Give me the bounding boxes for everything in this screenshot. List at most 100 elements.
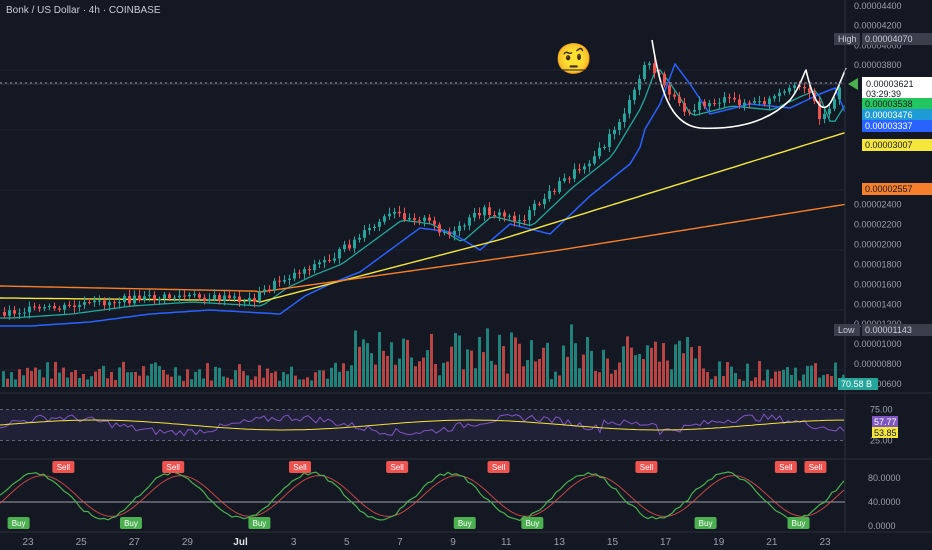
- candle-body: [773, 96, 776, 99]
- candle-body: [608, 134, 611, 148]
- candle-body: [763, 101, 766, 105]
- volume-bar: [170, 376, 173, 387]
- low-price-tag: [862, 324, 932, 336]
- volume-bar: [578, 368, 581, 387]
- volume-bar: [454, 332, 457, 387]
- volume-bar: [666, 360, 669, 387]
- candle-body: [833, 99, 836, 109]
- volume-bar: [390, 342, 393, 387]
- volume-bar: [682, 353, 685, 387]
- volume-bar: [34, 367, 37, 387]
- volume-value: 70.58 B: [841, 379, 872, 389]
- candle-body: [568, 178, 571, 180]
- volume-bar: [62, 367, 65, 387]
- volume-bar: [182, 380, 185, 387]
- candle-body: [808, 88, 811, 93]
- candle-body: [513, 215, 516, 222]
- volume-bar: [526, 360, 529, 387]
- sell-signal-tag: [386, 461, 409, 473]
- rsi-value-tag: [872, 416, 898, 427]
- volume-bar: [342, 363, 345, 387]
- volume-bar: [750, 380, 753, 387]
- volume-bar: [746, 363, 749, 387]
- candle-body: [98, 300, 101, 302]
- volume-bar: [290, 366, 293, 387]
- candle-body: [628, 100, 631, 114]
- volume-bar: [346, 371, 349, 387]
- price-tick-label: 0.00004400: [854, 1, 902, 11]
- volume-bar: [474, 368, 477, 387]
- candle-body: [633, 89, 636, 101]
- volume-bar: [114, 380, 117, 387]
- candle-body: [148, 295, 151, 297]
- volume-bar: [574, 343, 577, 387]
- volume-bar: [602, 349, 605, 387]
- candle-body: [18, 313, 21, 315]
- panes: [0, 0, 932, 533]
- volume-bar: [646, 345, 649, 387]
- volume-bar: [246, 375, 249, 387]
- candle-body: [358, 237, 361, 240]
- volume-bar: [410, 357, 413, 387]
- volume-bar: [322, 370, 325, 387]
- sell-signal-tag: [487, 461, 510, 473]
- volume-bar: [242, 371, 245, 387]
- volume-bar: [82, 373, 85, 387]
- candle-body: [648, 63, 651, 66]
- sell-signal-label: Sell: [167, 463, 181, 472]
- candle-body: [543, 198, 546, 205]
- sell-signal-tag: [162, 461, 185, 473]
- candle-body: [518, 220, 521, 222]
- ema-fast-line: [0, 69, 846, 319]
- candle-body: [393, 211, 396, 214]
- ema-slow-value: 0.00003337: [865, 121, 913, 131]
- candle-body: [153, 295, 156, 301]
- volume-bar: [218, 367, 221, 387]
- candle-body: [43, 307, 46, 309]
- time-axis[interactable]: 23 25 27 29 Jul 3 5 7 9 11 13 15 17 19 21 23: [22, 537, 831, 548]
- candle-body: [423, 217, 426, 222]
- rsi-pane: [0, 409, 845, 441]
- volume-bar: [394, 364, 397, 387]
- price-tick-label: 0.00001600: [854, 279, 902, 289]
- volume-bar: [134, 371, 137, 387]
- candle-body: [723, 97, 726, 103]
- volume-bar: [566, 356, 569, 387]
- volume-bar: [594, 370, 597, 387]
- volume-bar: [762, 380, 765, 387]
- buy-signal-label: Buy: [458, 519, 472, 528]
- candle-body: [413, 218, 416, 221]
- volume-bar: [462, 369, 465, 387]
- volume-bar: [286, 374, 289, 387]
- volume-bar: [806, 365, 809, 387]
- candle-body: [768, 98, 771, 105]
- volume-bar: [766, 369, 769, 387]
- candle-body: [383, 216, 386, 222]
- candle-body: [83, 302, 86, 305]
- candle-body: [478, 212, 481, 216]
- volume-bar: [126, 372, 129, 387]
- volume-bar: [270, 372, 273, 387]
- volume-bar: [586, 337, 589, 387]
- candle-body: [38, 306, 41, 309]
- candle-body: [113, 302, 116, 304]
- volume-bar: [2, 371, 5, 387]
- low-badge-label: Low: [838, 325, 855, 335]
- grid: [0, 69, 845, 371]
- candle-body: [553, 190, 556, 192]
- volume-bar: [406, 339, 409, 387]
- candle-body: [598, 147, 601, 157]
- volume-bar: [522, 366, 525, 387]
- volume-bar: [254, 376, 257, 387]
- volume-bar: [798, 380, 801, 387]
- candle-body: [713, 103, 716, 105]
- volume-bar: [706, 372, 709, 387]
- volume-bar: [54, 361, 57, 387]
- candle-body: [743, 102, 746, 106]
- candle-body: [838, 87, 841, 100]
- volume-bar: [206, 363, 209, 387]
- volume-bar: [190, 379, 193, 387]
- time-tick-label: 29: [182, 537, 194, 548]
- volume-bar: [630, 347, 633, 387]
